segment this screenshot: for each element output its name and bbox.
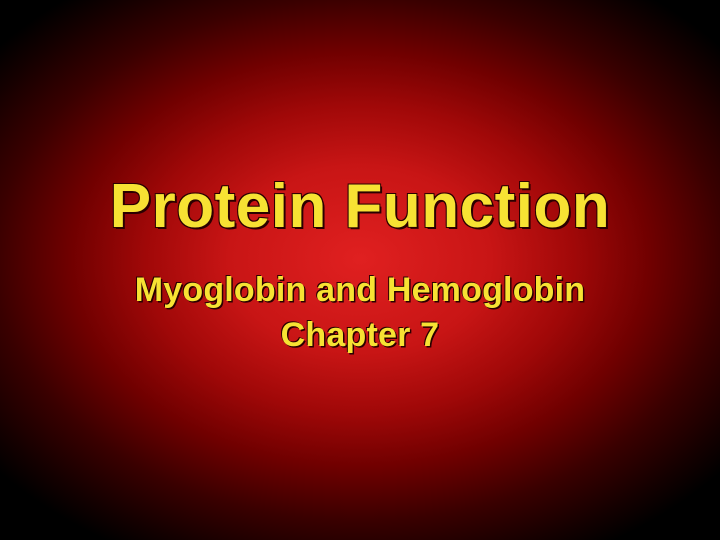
slide-subtitle: Myoglobin and Hemoglobin Chapter 7 [135,268,586,358]
subtitle-line-2: Chapter 7 [135,313,586,358]
slide-title: Protein Function [110,171,611,242]
slide: Protein Function Myoglobin and Hemoglobi… [0,0,720,540]
subtitle-line-1: Myoglobin and Hemoglobin [135,268,586,313]
